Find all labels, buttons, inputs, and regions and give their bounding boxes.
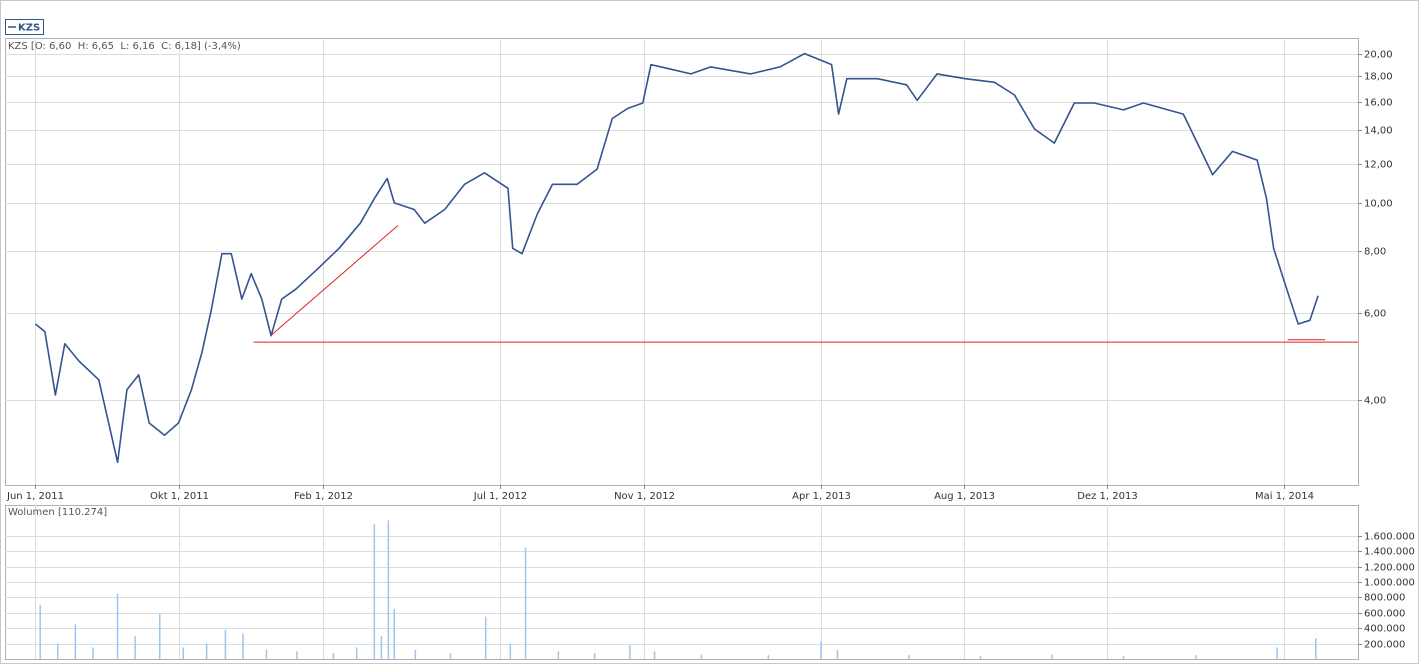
volume-bar: [979, 655, 982, 659]
volume-bar: [74, 624, 77, 659]
y-tick-label: 10,00: [1364, 199, 1393, 210]
x-tick-label: Mai 1, 2014: [1255, 491, 1314, 502]
volume-bar: [1122, 655, 1125, 659]
price-line: [34, 52, 1319, 464]
volume-bar: [265, 649, 268, 659]
x-tick-label: Aug 1, 2013: [934, 491, 995, 502]
volume-bar: [767, 655, 770, 659]
x-tick-label: Apr 1, 2013: [792, 491, 851, 502]
y-tick-label: 800.000: [1364, 593, 1405, 604]
y-tick-label: 6,00: [1364, 309, 1386, 320]
y-tick-label: 16,00: [1364, 98, 1393, 109]
volume-bar: [908, 655, 910, 659]
volume-bar: [224, 629, 227, 659]
volume-bar: [836, 649, 839, 659]
plot-area: [5, 38, 1359, 486]
volume-bar: [242, 633, 244, 659]
volume-bar: [296, 651, 298, 659]
volume-bar: [1195, 655, 1197, 659]
legend-label: KZS: [18, 23, 40, 34]
y-tick-label: 600.000: [1364, 609, 1405, 620]
y-tick-label: 14,00: [1364, 126, 1393, 137]
volume-bar: [182, 647, 184, 659]
x-tick-label: Nov 1, 2012: [614, 491, 675, 502]
trend-line: [270, 225, 399, 336]
volume-bar: [449, 652, 452, 659]
volume-bar: [92, 647, 94, 659]
volume-bar: [1051, 654, 1053, 659]
y-tick-label: 20,00: [1364, 50, 1393, 61]
volume-bar: [653, 651, 656, 659]
x-tick-label: Jul 1, 2012: [473, 491, 527, 502]
volume-bar: [205, 643, 208, 659]
volume-bar: [1315, 638, 1317, 659]
y-tick-label: 400.000: [1364, 624, 1405, 635]
volume-bar: [387, 520, 390, 659]
volume-bar: [484, 616, 487, 659]
volume-bar: [820, 641, 822, 659]
y-tick-label: 1.400.000: [1364, 547, 1415, 558]
volume-bar: [593, 652, 596, 659]
volume-bar: [414, 649, 417, 659]
volume-bar: [629, 645, 631, 659]
y-tick-label: 4,00: [1364, 396, 1386, 407]
volume-bar: [393, 608, 396, 659]
x-tick-label: Jun 1, 2011: [6, 491, 64, 502]
x-tick-label: Dez 1, 2013: [1077, 491, 1137, 502]
y-tick-label: 1.200.000: [1364, 563, 1415, 574]
volume-bar: [39, 605, 41, 659]
y-tick-label: 12,00: [1364, 160, 1393, 171]
volume-bar: [134, 635, 136, 659]
volume-bar: [373, 524, 376, 659]
volume-bar: [557, 651, 560, 659]
volume-bar: [159, 614, 161, 659]
volume-bar: [355, 647, 358, 659]
volume-bar: [524, 547, 527, 659]
volume-bar: [57, 643, 59, 659]
volume-bar: [332, 652, 335, 659]
volume-info: Wolumen [110.274]: [8, 507, 107, 518]
y-tick-label: 1.600.000: [1364, 532, 1415, 543]
volume-bar: [509, 643, 512, 659]
y-tick-label: 18,00: [1364, 72, 1393, 83]
volume-bar: [1276, 647, 1278, 659]
y-tick-label: 8,00: [1364, 247, 1386, 258]
volume-bar: [116, 593, 119, 659]
price-info: KZS [O: 6,60 H: 6,65 L: 6,16 C: 6,18] (-…: [8, 41, 241, 52]
y-tick-label: 200.000: [1364, 640, 1405, 651]
x-tick-label: Feb 1, 2012: [294, 491, 353, 502]
legend-box: [5, 19, 44, 35]
y-tick-label: 1.000.000: [1364, 578, 1415, 589]
volume-bar: [380, 635, 383, 659]
x-tick-label: Okt 1, 2011: [150, 491, 209, 502]
volume-bar: [700, 654, 703, 659]
